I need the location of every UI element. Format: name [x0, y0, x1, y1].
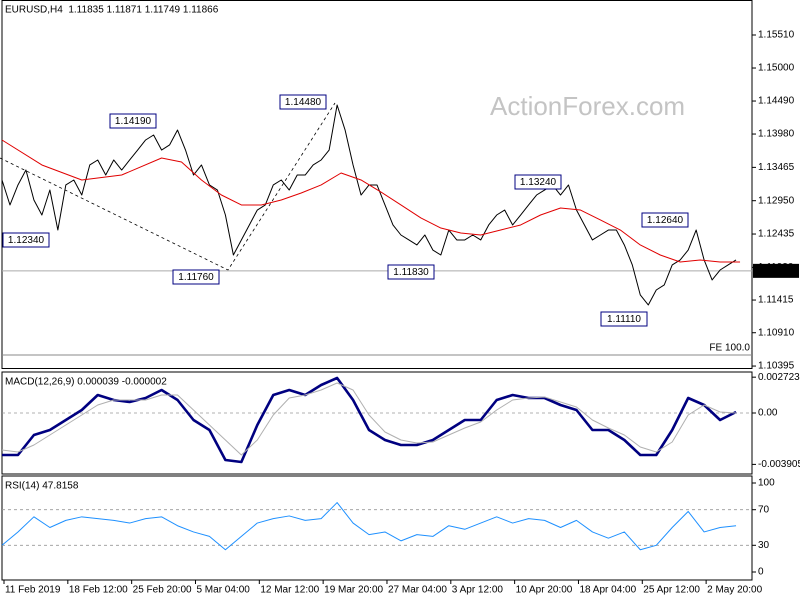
- x-tick-label: 3 Apr 12:00: [452, 585, 504, 596]
- price-panel-frame: [1, 0, 753, 369]
- annotation-label: 1.12640: [647, 215, 684, 226]
- annotation-label: 1.14190: [115, 116, 152, 127]
- y-tick-label: 30: [758, 540, 770, 551]
- y-tick-label: 70: [758, 504, 770, 515]
- y-tick-label: 0.00: [758, 408, 778, 419]
- y-tick-label: 1.10910: [758, 327, 795, 338]
- annotation-box: [600, 311, 648, 327]
- macd-panel-frame: [1, 371, 753, 475]
- annotation-label: 1.11830: [393, 267, 429, 278]
- panel-title: EURUSD,H4 1.11835 1.11871 1.11749 1.1186…: [5, 5, 219, 16]
- last-price-box: [753, 263, 799, 278]
- annotation-label: 1.14480: [285, 97, 322, 108]
- x-tick-label: 19 Mar 20:00: [324, 585, 383, 596]
- x-tick-label: 12 Mar 12:00: [260, 585, 319, 596]
- x-tick-label: 18 Feb 12:00: [69, 585, 128, 596]
- annotation-label: 1.11110: [607, 314, 641, 325]
- x-tick-label: 11 Feb 2019: [5, 585, 61, 596]
- x-tick-label: 18 Apr 04:00: [579, 585, 636, 596]
- y-tick-label: 1.13980: [758, 129, 795, 140]
- x-tick-label: 2 May 20:00: [707, 585, 762, 596]
- y-tick-label: 0.002723: [758, 372, 800, 383]
- series-line: [2, 376, 737, 464]
- x-tick-label: 5 Mar 04:00: [196, 585, 250, 596]
- y-tick-label: 1.12950: [758, 195, 795, 206]
- y-tick-label: 1.15510: [758, 30, 795, 41]
- panel-title: RSI(14) 47.8158: [5, 481, 79, 492]
- y-tick-label: 1.11415: [758, 295, 794, 306]
- annotation-box: [109, 113, 157, 129]
- annotation-box: [641, 212, 689, 228]
- annotation-box: [172, 269, 220, 285]
- y-tick-label: 0: [758, 567, 764, 578]
- y-tick-label: 1.10395: [758, 361, 795, 372]
- y-tick-label: 1.14490: [758, 96, 795, 107]
- annotation-label: 1.11760: [178, 272, 214, 283]
- panel-title: MACD(12,26,9) 0.000039 -0.000002: [5, 377, 167, 388]
- y-tick-label: 1.12435: [758, 229, 795, 240]
- annotation-box: [2, 232, 50, 248]
- y-tick-label: 100: [758, 478, 775, 489]
- x-tick-label: 25 Apr 12:00: [643, 585, 700, 596]
- y-tick-label: -0.003905: [758, 459, 800, 470]
- annotation-box: [514, 174, 562, 190]
- series-line: [1, 139, 741, 263]
- annotation-label: 1.12340: [8, 235, 45, 246]
- x-tick-label: 27 Mar 04:00: [388, 585, 447, 596]
- series-line: [1, 382, 737, 456]
- y-tick-label: 1.15000: [758, 63, 795, 74]
- y-tick-label: 1.13465: [758, 162, 795, 173]
- fe-label: FE 100.0: [709, 343, 750, 354]
- series-line: [1, 502, 737, 551]
- annotation-box: [279, 94, 327, 110]
- annotation-box: [387, 264, 435, 280]
- rsi-panel-frame: [1, 475, 753, 581]
- dashed-trend-line: [0, 102, 336, 271]
- watermark: ActionForex.com: [490, 91, 685, 121]
- annotation-label: 1.13240: [520, 177, 557, 188]
- last-price-label: 1.11866: [758, 265, 794, 276]
- x-tick-label: 10 Apr 20:00: [516, 585, 573, 596]
- x-tick-label: 25 Feb 20:00: [133, 585, 192, 596]
